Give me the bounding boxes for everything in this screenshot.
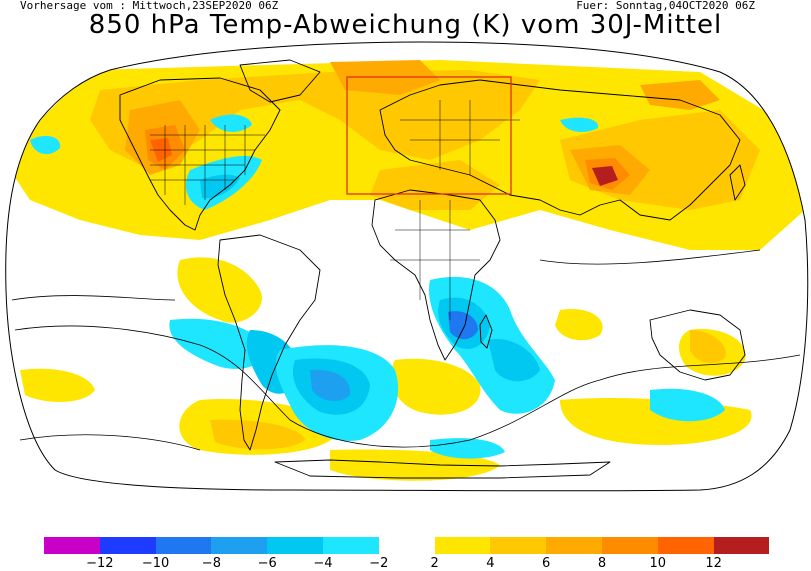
legend-swatch — [490, 537, 547, 554]
europe-highlight-box — [346, 76, 512, 195]
legend-swatch — [323, 537, 379, 554]
legend-tick-label: −8 — [201, 556, 221, 571]
forecast-run-label: Vorhersage vom : Mittwoch,23SEP2020 06Z — [20, 0, 279, 12]
legend-tick-label: 10 — [649, 556, 667, 571]
legend-tick-label: −12 — [86, 556, 114, 571]
legend-tick-label: 12 — [705, 556, 722, 571]
anomaly-field — [5, 42, 808, 491]
legend-swatch — [155, 537, 212, 554]
legend-tick-label: 6 — [542, 556, 551, 571]
country-borders — [150, 100, 520, 320]
legend-swatch — [434, 537, 491, 554]
legend-swatch — [713, 537, 770, 554]
legend-swatch — [378, 537, 435, 554]
contour-lines — [11, 249, 801, 451]
legend-swatch — [546, 537, 602, 554]
legend-swatch — [657, 537, 714, 554]
legend-tick-label: 2 — [430, 556, 439, 571]
legend-tick-label: −4 — [313, 556, 333, 571]
legend-swatch — [44, 537, 100, 554]
legend-swatch — [267, 537, 323, 554]
map-frame — [5, 41, 809, 492]
legend-tick-label: −6 — [257, 556, 277, 571]
legend-tick-label: 4 — [486, 556, 495, 571]
legend-swatch — [602, 537, 658, 554]
legend-tick-label: −2 — [369, 556, 389, 571]
legend-swatch — [211, 537, 268, 554]
valid-time-label: Fuer: Sonntag,04OCT2020 06Z — [576, 0, 755, 12]
map-title: 850 hPa Temp-Abweichung (K) vom 30J-Mitt… — [88, 10, 723, 40]
legend-swatch — [99, 537, 156, 554]
legend-tick-label: −10 — [141, 556, 170, 571]
legend-tick-label: 8 — [597, 556, 607, 571]
coastlines — [119, 59, 746, 479]
